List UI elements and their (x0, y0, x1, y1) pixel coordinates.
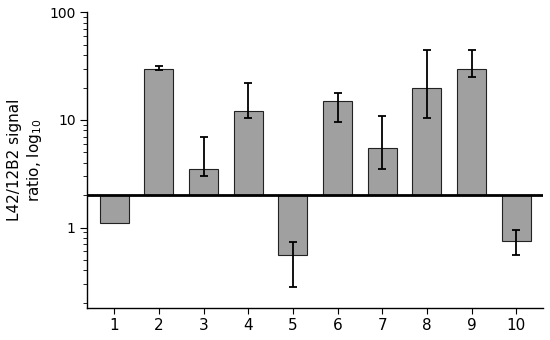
Bar (234, 112, 263, 195)
Bar (145, 69, 173, 195)
Bar (323, 101, 352, 195)
Bar (278, 195, 307, 255)
Bar (189, 169, 218, 195)
Y-axis label: L42/12B2 signal
ratio, log$_{10}$: L42/12B2 signal ratio, log$_{10}$ (7, 99, 44, 221)
Bar (412, 88, 442, 195)
Bar (457, 69, 486, 195)
Bar (502, 195, 531, 241)
Bar (368, 148, 397, 195)
Bar (100, 195, 129, 223)
